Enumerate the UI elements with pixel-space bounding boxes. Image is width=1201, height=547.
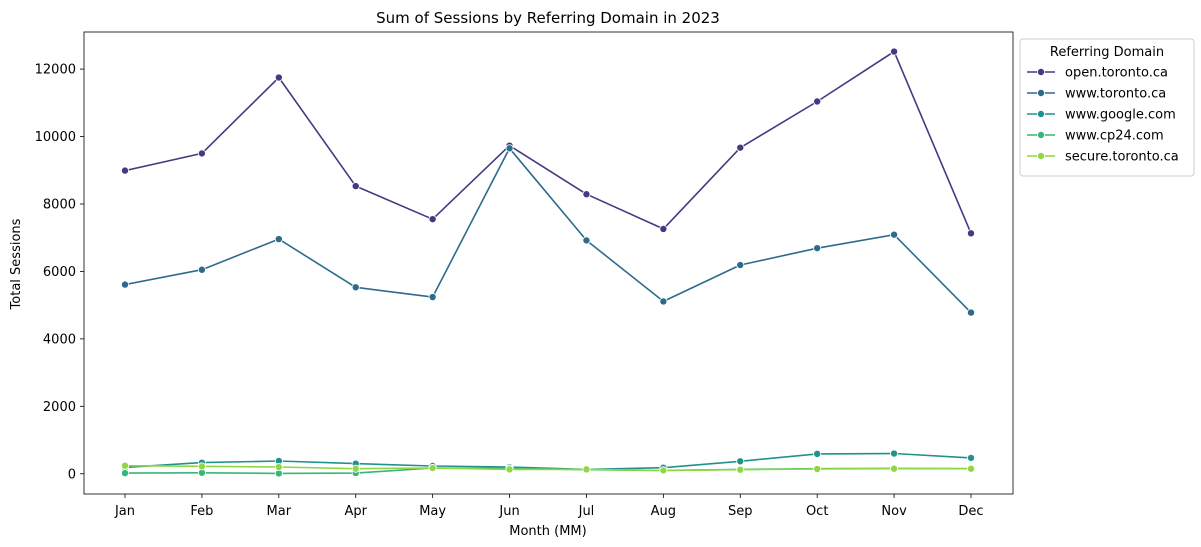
series-line-secure-toronto-ca bbox=[124, 464, 971, 472]
data-point-www-toronto-ca bbox=[274, 235, 283, 244]
data-point-open-toronto-ca bbox=[967, 229, 976, 238]
legend-swatch-marker bbox=[1037, 68, 1046, 77]
y-tick-label: 0 bbox=[68, 467, 76, 482]
data-point-open-toronto-ca bbox=[197, 149, 206, 158]
data-point-www-google-com bbox=[736, 457, 745, 466]
data-point-www-cp24-com bbox=[121, 469, 130, 478]
x-tick-label: Apr bbox=[344, 504, 367, 519]
data-point-secure-toronto-ca bbox=[121, 461, 130, 470]
data-point-open-toronto-ca bbox=[351, 182, 360, 191]
data-point-open-toronto-ca bbox=[659, 224, 668, 233]
data-point-secure-toronto-ca bbox=[505, 465, 514, 474]
x-tick-label: Jul bbox=[578, 504, 595, 519]
x-tick-label: May bbox=[419, 504, 446, 519]
data-point-secure-toronto-ca bbox=[428, 464, 437, 473]
legend: Referring Domain open.toronto.ca www.toron… bbox=[1019, 38, 1195, 177]
data-point-open-toronto-ca bbox=[274, 73, 283, 82]
data-point-secure-toronto-ca bbox=[659, 466, 668, 475]
data-point-www-toronto-ca bbox=[351, 283, 360, 292]
x-tick-label: Jan bbox=[114, 504, 135, 519]
data-point-www-google-com bbox=[813, 449, 822, 458]
legend-item-label: www.toronto.ca bbox=[1065, 87, 1166, 102]
x-tick-label: Nov bbox=[881, 504, 907, 519]
legend-item-label: www.google.com bbox=[1065, 108, 1176, 123]
chart-title: Sum of Sessions by Referring Domain in 2… bbox=[376, 9, 720, 27]
x-tick-label: Oct bbox=[806, 504, 828, 519]
data-point-open-toronto-ca bbox=[428, 215, 437, 224]
data-point-www-toronto-ca bbox=[121, 280, 130, 289]
legend-swatch-marker bbox=[1037, 151, 1046, 160]
legend-frame bbox=[1019, 38, 1195, 177]
y-tick-label: 10000 bbox=[35, 130, 76, 145]
data-point-www-google-com bbox=[890, 449, 899, 458]
data-point-open-toronto-ca bbox=[736, 143, 745, 152]
data-point-open-toronto-ca bbox=[890, 47, 899, 56]
y-axis-label: Total Sessions bbox=[9, 218, 24, 310]
data-point-www-toronto-ca bbox=[505, 144, 514, 153]
data-point-www-toronto-ca bbox=[428, 293, 437, 302]
axes: Jan Feb Mar Apr May Jun Jul Aug Sep Oct Nov Dec 0 200… bbox=[35, 31, 1014, 519]
series-line-www-toronto-ca bbox=[124, 147, 972, 314]
data-point-secure-toronto-ca bbox=[197, 462, 206, 471]
y-tick-label: 4000 bbox=[43, 332, 76, 347]
series-line-open-toronto-ca bbox=[124, 50, 972, 234]
y-tick-label: 12000 bbox=[35, 63, 76, 78]
data-point-secure-toronto-ca bbox=[736, 465, 745, 474]
y-tick-label: 6000 bbox=[43, 265, 76, 280]
legend-swatch-marker bbox=[1037, 130, 1046, 139]
x-tick-label: Mar bbox=[267, 504, 292, 519]
y-tick-label: 8000 bbox=[43, 197, 76, 212]
legend-item-label: open.toronto.ca bbox=[1065, 66, 1168, 81]
series-lines bbox=[121, 47, 976, 478]
plot-frame bbox=[83, 31, 1014, 495]
legend-swatch-marker bbox=[1037, 89, 1046, 98]
x-tick-label: Feb bbox=[190, 504, 213, 519]
data-point-secure-toronto-ca bbox=[813, 465, 822, 474]
data-point-www-toronto-ca bbox=[582, 236, 591, 245]
x-tick-label: Dec bbox=[958, 504, 983, 519]
data-point-secure-toronto-ca bbox=[890, 464, 899, 473]
data-point-www-toronto-ca bbox=[813, 244, 822, 253]
data-point-secure-toronto-ca bbox=[351, 464, 360, 473]
data-point-open-toronto-ca bbox=[813, 97, 822, 106]
data-point-www-toronto-ca bbox=[890, 230, 899, 239]
x-tick-label: Sep bbox=[728, 504, 753, 519]
y-tick-label: 2000 bbox=[43, 400, 76, 415]
x-axis-label: Month (MM) bbox=[509, 524, 586, 539]
legend-item-label: www.cp24.com bbox=[1065, 129, 1164, 144]
legend-swatch-marker bbox=[1037, 110, 1046, 119]
data-point-open-toronto-ca bbox=[582, 190, 591, 199]
data-point-www-toronto-ca bbox=[967, 308, 976, 317]
legend-item-label: secure.toronto.ca bbox=[1065, 150, 1179, 165]
data-point-www-google-com bbox=[967, 453, 976, 462]
data-point-secure-toronto-ca bbox=[967, 464, 976, 473]
data-point-secure-toronto-ca bbox=[582, 465, 591, 474]
data-point-secure-toronto-ca bbox=[274, 463, 283, 472]
x-tick-label: Aug bbox=[651, 504, 676, 519]
data-point-open-toronto-ca bbox=[121, 166, 130, 175]
x-tick-label: Jun bbox=[498, 504, 519, 519]
data-point-www-toronto-ca bbox=[736, 261, 745, 270]
data-point-www-toronto-ca bbox=[197, 265, 206, 274]
legend-title: Referring Domain bbox=[1050, 45, 1164, 60]
series-line-www-google-com bbox=[124, 452, 972, 471]
data-point-www-toronto-ca bbox=[659, 297, 668, 306]
